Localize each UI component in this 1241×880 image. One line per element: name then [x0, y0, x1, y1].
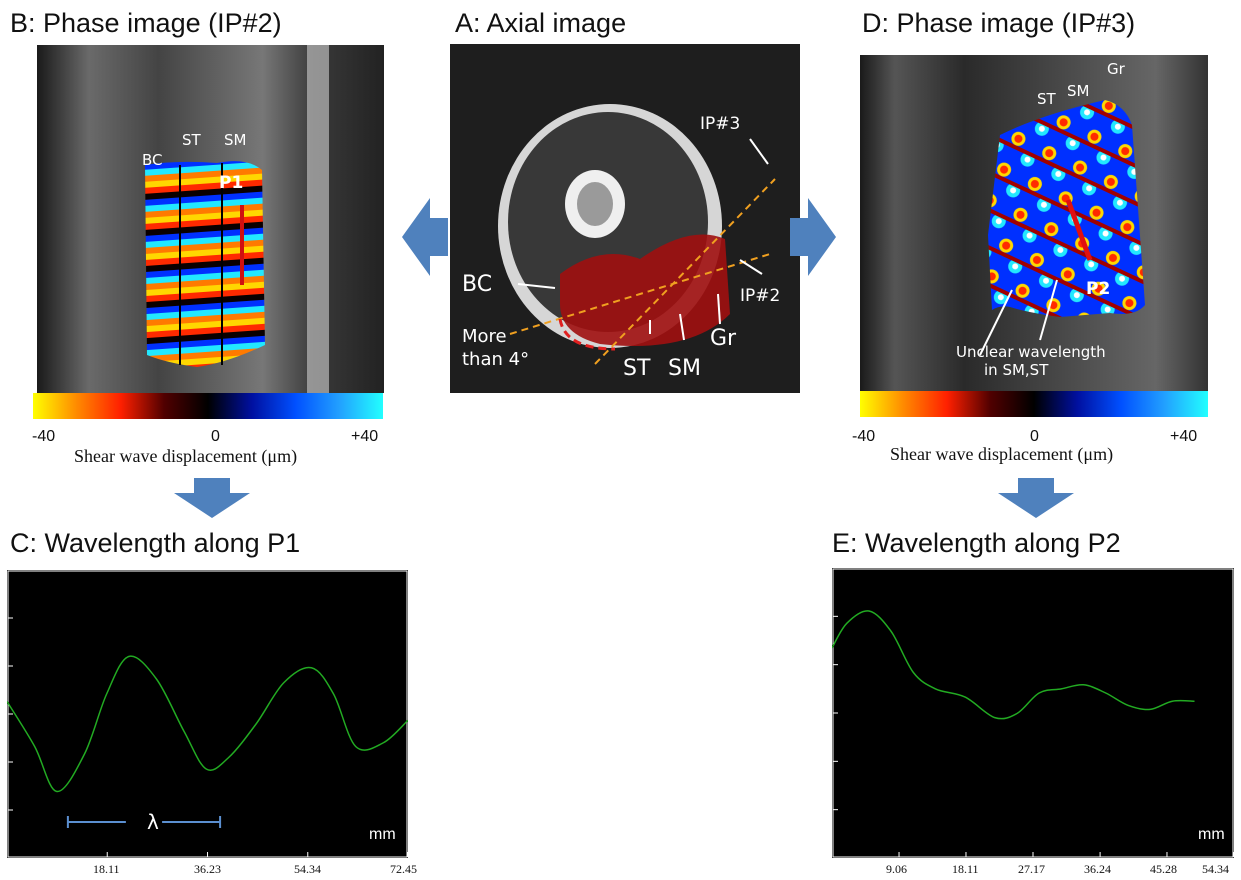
colorbar-d-min: -40	[852, 428, 876, 445]
left-arrow	[402, 198, 448, 276]
panel-c-title: C: Wavelength along P1	[10, 528, 301, 558]
label-gr: Gr	[1107, 60, 1125, 78]
plot-frame	[7, 570, 408, 858]
plot-c-xtick: 18.11	[93, 862, 120, 876]
plot-c-xtick: 36.23	[194, 862, 221, 876]
down-arrow-b	[174, 478, 250, 518]
label-ip3: IP#3	[700, 114, 741, 134]
plot-c-xticks: 18.11 36.23 54.34 72.45	[7, 862, 417, 880]
plot-e-xtick: 36.24	[1084, 862, 1111, 876]
label-p1: P1	[219, 173, 244, 193]
colorbar-d-caption: Shear wave displacement (μm)	[890, 444, 1114, 464]
colorbar-b	[33, 393, 383, 419]
colorbar-b-mid: 0	[211, 428, 220, 445]
plot-e: mm	[831, 568, 1235, 858]
panel-d-title: D: Phase image (IP#3)	[862, 8, 1136, 38]
label-sm: SM	[224, 131, 247, 149]
label-unclear-line2: in SM,ST	[984, 361, 1049, 379]
label-st: ST	[623, 356, 651, 381]
colorbar-b-caption: Shear wave displacement (μm)	[74, 446, 298, 466]
colorbar-d-mid: 0	[1030, 428, 1039, 445]
colorbar-d-max: +40	[1170, 428, 1198, 445]
plot-c-unit: mm	[369, 826, 396, 843]
colorbar-b-max: +40	[351, 428, 379, 445]
panel-a-title: A: Axial image	[455, 8, 627, 38]
plot-e-xtick: 9.06	[886, 862, 907, 876]
plot-e-svg	[831, 568, 1235, 858]
plot-frame	[832, 568, 1234, 858]
label-gr: Gr	[710, 326, 737, 351]
down-arrow-d	[998, 478, 1074, 518]
plot-e-xtick: 27.17	[1018, 862, 1045, 876]
label-unclear-line1: Unclear wavelength	[956, 343, 1106, 361]
plot-e-xtick: 18.11	[952, 862, 979, 876]
plot-c-lambda: λ	[147, 810, 159, 834]
axial-image: IP#3 IP#2 BC More than 4° ST SM Gr	[450, 44, 800, 393]
colorbar-b-min: -40	[32, 428, 56, 445]
axial-image-graphic	[498, 104, 776, 365]
plot-c-svg	[6, 570, 409, 858]
label-bc: BC	[142, 151, 163, 169]
plot-c-xtick: 72.45	[390, 862, 417, 876]
plot-e-unit: mm	[1198, 826, 1225, 843]
right-arrow	[790, 198, 836, 276]
label-sm: SM	[1067, 82, 1090, 100]
colorbar-d	[860, 391, 1208, 417]
label-bc: BC	[462, 272, 493, 297]
series-line	[6, 655, 409, 793]
label-st: ST	[182, 131, 201, 149]
plot-e-xtick: 54.34	[1202, 862, 1229, 876]
plot-e-xtick: 45.28	[1150, 862, 1177, 876]
label-sm: SM	[668, 356, 701, 381]
plot-c: λ mm	[6, 570, 409, 858]
panel-b-title: B: Phase image (IP#2)	[10, 8, 282, 38]
plot-e-xticks: 9.06 18.11 27.17 36.24 45.28 54.34	[832, 862, 1234, 880]
label-p2: P2	[1086, 279, 1111, 299]
label-than-4-deg: than 4°	[462, 349, 530, 370]
phase-image-ip2: BC ST SM P1	[37, 45, 384, 393]
plot-c-xtick: 54.34	[294, 862, 321, 876]
phase-image-ip3: ST SM Gr P2 Unclear wavelength in SM,ST	[860, 55, 1208, 392]
label-st: ST	[1037, 90, 1056, 108]
label-more: More	[462, 326, 507, 347]
series-line	[831, 610, 1195, 720]
label-ip2: IP#2	[740, 286, 781, 306]
phase-image-ip3-graphic	[860, 55, 1208, 392]
panel-e-title: E: Wavelength along P2	[832, 528, 1121, 558]
phase-image-ip2-graphic	[37, 45, 384, 393]
